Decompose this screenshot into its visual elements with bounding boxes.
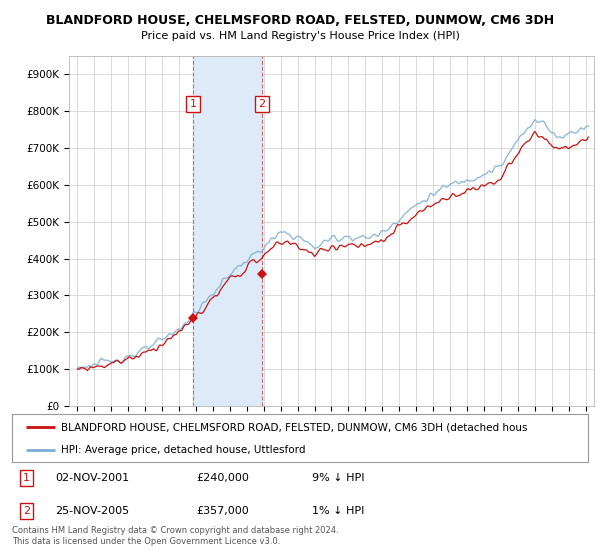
Text: 25-NOV-2005: 25-NOV-2005 [55, 506, 130, 516]
Text: 2: 2 [259, 99, 266, 109]
Text: 2: 2 [23, 506, 30, 516]
Text: 02-NOV-2001: 02-NOV-2001 [55, 473, 130, 483]
Text: BLANDFORD HOUSE, CHELMSFORD ROAD, FELSTED, DUNMOW, CM6 3DH (detached hous: BLANDFORD HOUSE, CHELMSFORD ROAD, FELSTE… [61, 422, 527, 432]
Text: BLANDFORD HOUSE, CHELMSFORD ROAD, FELSTED, DUNMOW, CM6 3DH: BLANDFORD HOUSE, CHELMSFORD ROAD, FELSTE… [46, 14, 554, 27]
Text: HPI: Average price, detached house, Uttlesford: HPI: Average price, detached house, Uttl… [61, 445, 305, 455]
Bar [193, 56, 262, 406]
Text: Contains HM Land Registry data © Crown copyright and database right 2024.
This d: Contains HM Land Registry data © Crown c… [12, 526, 338, 546]
Text: 1: 1 [190, 99, 197, 109]
Text: 1% ↓ HPI: 1% ↓ HPI [311, 506, 364, 516]
Text: £357,000: £357,000 [196, 506, 249, 516]
Text: 9% ↓ HPI: 9% ↓ HPI [311, 473, 364, 483]
Text: Price paid vs. HM Land Registry's House Price Index (HPI): Price paid vs. HM Land Registry's House … [140, 31, 460, 41]
Text: 1: 1 [23, 473, 30, 483]
Text: £240,000: £240,000 [196, 473, 249, 483]
